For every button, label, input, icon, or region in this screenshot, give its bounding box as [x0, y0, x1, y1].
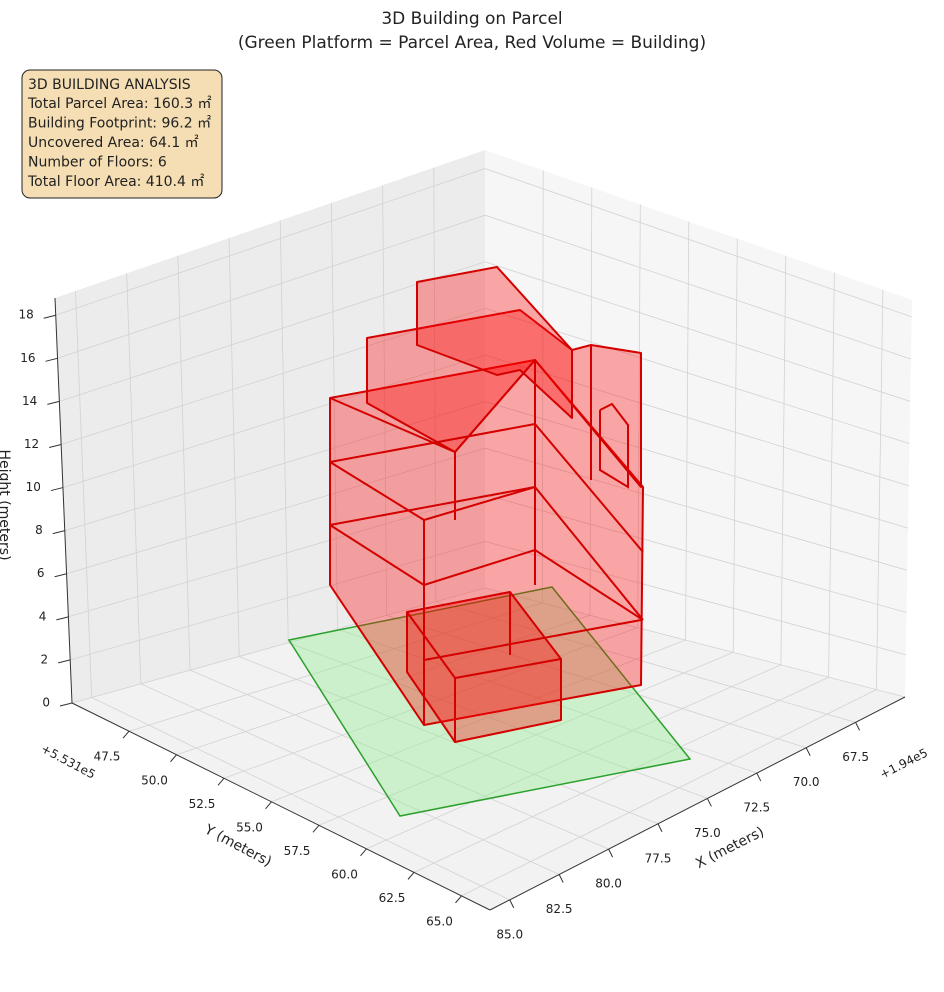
y-tick-label: 47.5 [94, 750, 121, 764]
z-tick [49, 444, 62, 448]
y-tick [122, 730, 130, 739]
z-axis-label: Height (meters) [0, 449, 12, 560]
x-tick-label: 85.0 [496, 927, 523, 941]
info-line: Total Floor Area: 410.4 ㎡ [27, 174, 204, 190]
x-offset: +1.94e5 [878, 746, 931, 782]
y-tick [455, 895, 462, 904]
info-line: Building Footprint: 96.2 ㎡ [28, 116, 211, 132]
y-tick [407, 872, 415, 880]
x-tick-label: 75.0 [694, 826, 721, 840]
x-tick [509, 899, 515, 909]
z-grid-line [60, 307, 910, 445]
z-tick [47, 400, 60, 405]
z-axis-line [54, 297, 73, 704]
x-tick-label: 82.5 [546, 902, 573, 916]
z-tick-label: 0 [42, 696, 50, 710]
left-pane [55, 150, 485, 703]
y-offset: +5.531e5 [39, 741, 98, 781]
x-tick-label: 67.5 [842, 750, 869, 764]
z-tick [50, 487, 64, 492]
edge [599, 402, 629, 489]
z-grid-line [66, 447, 908, 575]
y-tick-label: 65.0 [426, 914, 453, 928]
y-tick [170, 754, 177, 763]
z-tick-label: 2 [41, 652, 49, 666]
y-tick [312, 824, 320, 833]
floor-pane [72, 588, 905, 910]
z-grid-line [59, 261, 911, 402]
info-line: Uncovered Area: 64.1 ㎡ [28, 135, 199, 151]
z-tick-label: 14 [22, 394, 37, 408]
z-grid-line [70, 540, 906, 661]
axes-background [55, 150, 912, 910]
info-line: Total Parcel Area: 160.3 ㎡ [27, 96, 212, 112]
x-tick [805, 747, 811, 756]
y-tick [360, 848, 367, 857]
info-box-bg [21, 69, 223, 199]
z-grid-line [64, 401, 909, 532]
y-tick [265, 801, 272, 810]
info-box: 3D BUILDING ANALYSIS Total Parcel Area: … [21, 69, 223, 199]
parcel-platform [287, 586, 692, 817]
z-tick [43, 314, 56, 319]
z-tick-label: 10 [26, 480, 41, 494]
y-tick-label: 52.5 [189, 797, 216, 811]
x-tick [558, 874, 564, 883]
info-title: 3D BUILDING ANALYSIS [28, 77, 191, 93]
z-tick [56, 616, 69, 621]
x-tick [706, 798, 712, 807]
y-tick [217, 777, 225, 786]
x-tick-label: 72.5 [743, 801, 770, 815]
z-tick-label: 4 [39, 609, 47, 623]
z-tick-label: 6 [37, 566, 45, 580]
z-grid-line [68, 494, 907, 618]
x-tick-label: 77.5 [645, 851, 672, 865]
chart-title: 3D Building on Parcel [381, 9, 562, 29]
y-tick-label: 55.0 [236, 820, 263, 834]
y-axis-line [71, 702, 491, 911]
z-tick-label: 8 [35, 523, 43, 537]
building-top [416, 266, 573, 419]
info-lines: Total Parcel Area: 160.3 ㎡ Building Footp… [27, 96, 212, 190]
z-grid-line [71, 587, 906, 704]
x-tick-label: 80.0 [595, 877, 622, 891]
x-tick [608, 848, 614, 858]
info-line: Number of Floors: 6 [28, 155, 167, 171]
z-tick [58, 659, 71, 664]
x-tick [657, 823, 663, 833]
z-tick-label: 18 [18, 308, 33, 322]
z-grid-line [62, 354, 909, 488]
floor-line [329, 524, 644, 621]
x-tick-label: 70.0 [793, 775, 820, 789]
z-tick-label: 16 [20, 351, 35, 365]
y-tick-label: 62.5 [379, 891, 406, 905]
z-tick [52, 530, 65, 535]
z-tick-label: 12 [24, 437, 39, 451]
x-tick [855, 722, 861, 731]
y-tick-label: 60.0 [331, 867, 358, 881]
z-tick [54, 573, 67, 578]
y-tick-label: 57.5 [284, 844, 311, 858]
z-tick [45, 357, 58, 362]
building [287, 266, 692, 817]
x-tick [756, 772, 762, 782]
z-tick [59, 702, 73, 707]
floor-line [423, 619, 642, 661]
chart-subtitle: (Green Platform = Parcel Area, Red Volum… [238, 33, 706, 53]
z-grid-line [55, 168, 912, 318]
z-grid-line [57, 214, 912, 360]
y-tick-label: 50.0 [141, 773, 168, 787]
